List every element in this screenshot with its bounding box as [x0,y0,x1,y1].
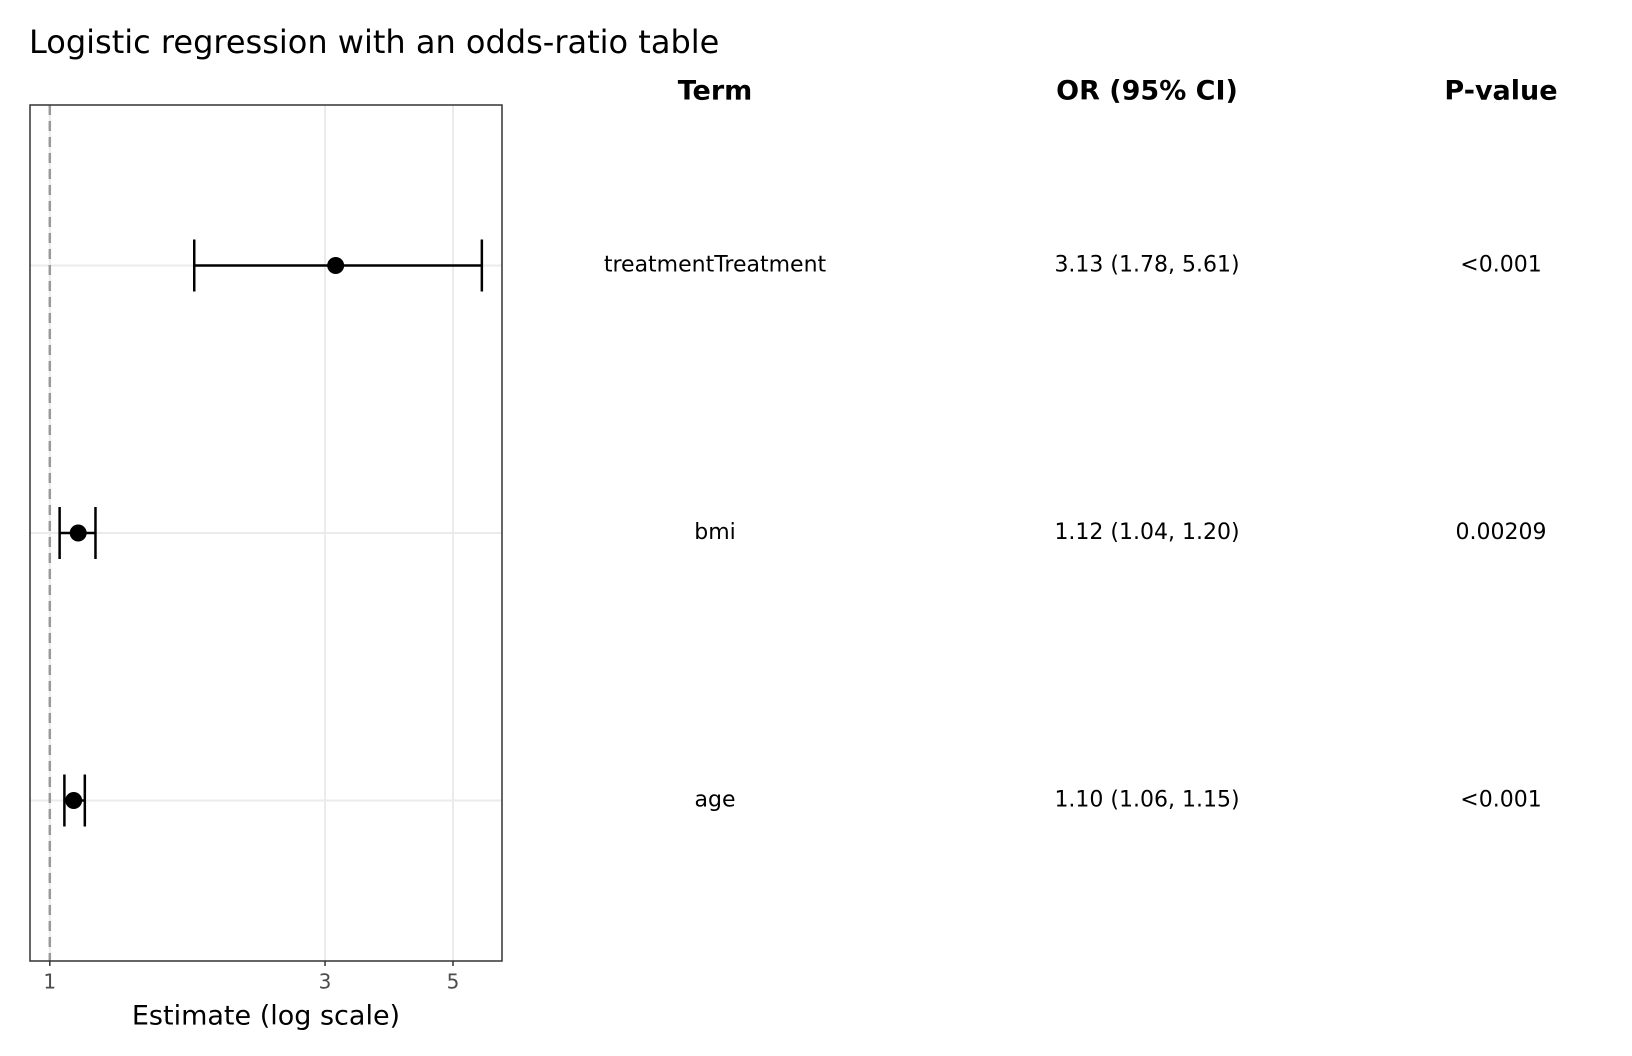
table-cell: bmi [694,520,736,545]
table-cell: treatmentTreatment [604,253,827,278]
table-cell: 1.12 (1.04, 1.20) [1054,520,1239,545]
table-cell: 0.00209 [1456,520,1547,545]
table-cell: 1.10 (1.06, 1.15) [1054,788,1239,813]
column-header: P-value [1444,76,1557,107]
column-header: Term [678,76,753,107]
table-cell: <0.001 [1460,788,1541,813]
table-cell: <0.001 [1460,253,1541,278]
x-axis-label: Estimate (log scale) [132,1001,400,1032]
x-tick-label: 5 [447,970,460,994]
table-cell: age [695,788,736,813]
point [327,257,345,274]
chart-title: Logistic regression with an odds-ratio t… [29,23,719,61]
table-cell: 3.13 (1.78, 5.61) [1054,253,1239,278]
panel-border [29,104,503,962]
column-header: OR (95% CI) [1056,76,1238,107]
x-tick-label: 1 [43,970,56,994]
point [69,524,87,542]
point [65,792,83,809]
x-tick-label: 3 [319,970,332,994]
